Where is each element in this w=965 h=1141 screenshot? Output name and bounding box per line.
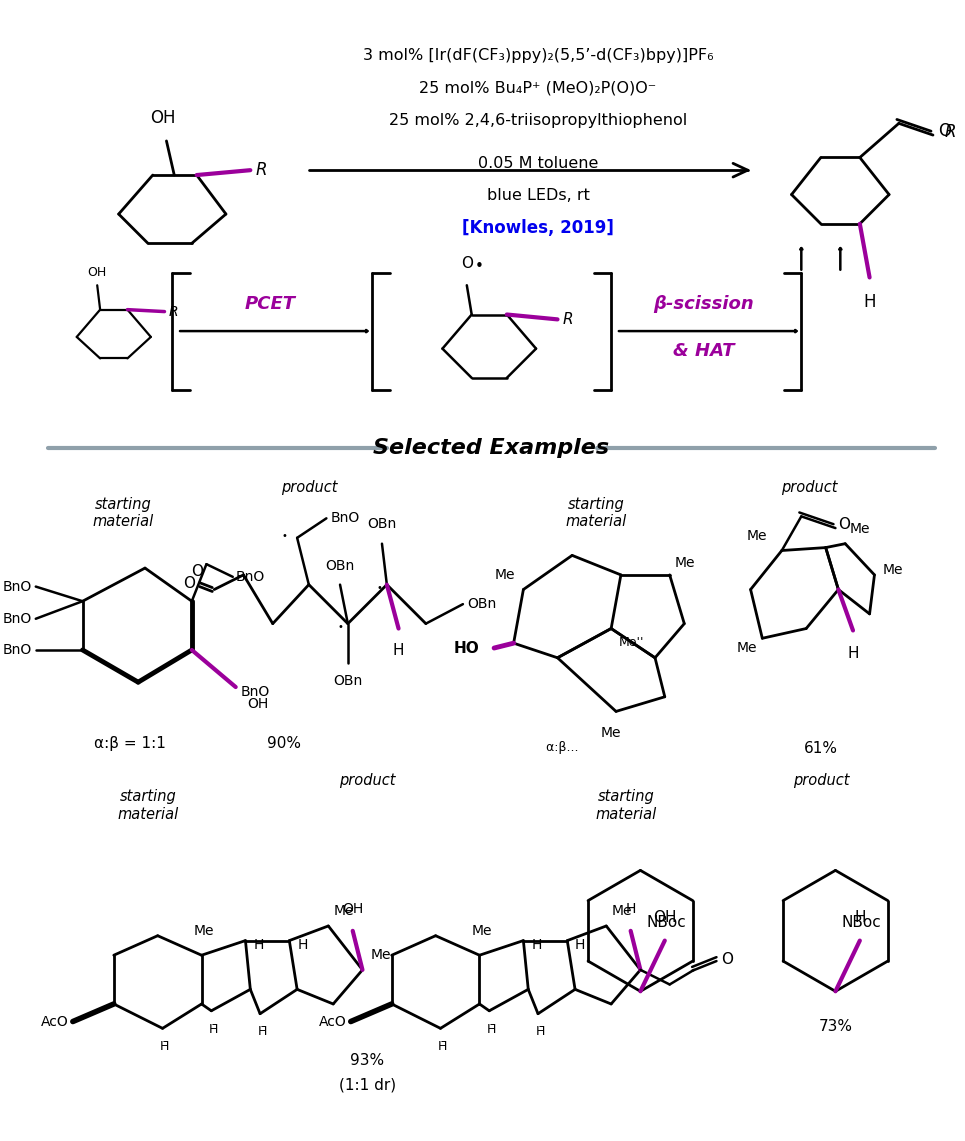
Text: 0.05 M toluene: 0.05 M toluene bbox=[478, 155, 598, 170]
Text: & HAT: & HAT bbox=[673, 341, 734, 359]
Text: Me: Me bbox=[471, 924, 492, 938]
Text: BnO: BnO bbox=[3, 580, 32, 593]
Text: product: product bbox=[792, 772, 849, 787]
Text: R: R bbox=[945, 123, 956, 141]
Text: O: O bbox=[839, 517, 850, 532]
Text: R: R bbox=[563, 311, 573, 326]
Text: HO: HO bbox=[454, 640, 480, 656]
Text: Me: Me bbox=[737, 641, 758, 655]
Text: H̄: H̄ bbox=[258, 1026, 266, 1038]
Text: PCET: PCET bbox=[244, 294, 295, 313]
Text: OBn: OBn bbox=[368, 517, 397, 531]
Text: H: H bbox=[297, 938, 308, 953]
Text: R: R bbox=[255, 161, 266, 179]
Text: BnO: BnO bbox=[3, 644, 32, 657]
Text: O: O bbox=[722, 952, 733, 966]
Text: O: O bbox=[938, 122, 951, 140]
Text: H: H bbox=[625, 903, 636, 916]
Text: •: • bbox=[475, 259, 483, 274]
Text: α:β​...: α:β​... bbox=[546, 741, 579, 754]
Text: Me: Me bbox=[747, 529, 767, 543]
Text: starting
material: starting material bbox=[595, 790, 656, 822]
Text: Me: Me bbox=[611, 904, 632, 919]
Text: β-scission: β-scission bbox=[653, 294, 755, 313]
Text: product: product bbox=[781, 480, 838, 495]
Text: OH: OH bbox=[342, 903, 364, 916]
Text: Me: Me bbox=[882, 563, 902, 577]
Text: 25 mol% Bu₄P⁺ (MeO)₂P(O)O⁻: 25 mol% Bu₄P⁺ (MeO)₂P(O)O⁻ bbox=[420, 81, 656, 96]
Text: BnO: BnO bbox=[330, 511, 360, 525]
Text: H: H bbox=[253, 938, 263, 953]
Text: blue LEDs, rt: blue LEDs, rt bbox=[486, 188, 590, 203]
Text: Me: Me bbox=[193, 924, 214, 938]
Text: Me: Me bbox=[371, 948, 391, 962]
Text: BnO: BnO bbox=[240, 685, 270, 698]
Text: AcO: AcO bbox=[41, 1014, 69, 1028]
Text: starting
material: starting material bbox=[565, 496, 627, 529]
Text: •: • bbox=[337, 622, 343, 632]
Text: OBn: OBn bbox=[333, 674, 363, 688]
Text: BnO: BnO bbox=[235, 569, 265, 584]
Text: H: H bbox=[847, 646, 859, 661]
Text: H̄: H̄ bbox=[160, 1041, 169, 1053]
Text: OH: OH bbox=[88, 266, 107, 280]
Text: AcO: AcO bbox=[319, 1014, 346, 1028]
Text: 73%: 73% bbox=[818, 1019, 852, 1034]
Text: 93%: 93% bbox=[350, 1053, 384, 1068]
Text: O: O bbox=[191, 565, 203, 580]
Text: H: H bbox=[575, 938, 586, 953]
Text: Me: Me bbox=[333, 904, 354, 919]
Text: (1:1 dr): (1:1 dr) bbox=[339, 1077, 396, 1092]
Text: OH: OH bbox=[653, 911, 676, 925]
Text: 3 mol% [Ir(dF(CF₃)ppy)₂(5,5’-d(CF₃)bpy)]PF₆: 3 mol% [Ir(dF(CF₃)ppy)₂(5,5’-d(CF₃)bpy)]… bbox=[363, 48, 713, 63]
Text: H̄: H̄ bbox=[486, 1022, 496, 1036]
Text: NBoc: NBoc bbox=[647, 915, 686, 930]
Text: NBoc: NBoc bbox=[841, 915, 881, 930]
Text: H: H bbox=[854, 911, 866, 925]
Text: OBn: OBn bbox=[325, 559, 355, 573]
Text: 25 mol% 2,4,6-triisopropylthiophenol: 25 mol% 2,4,6-triisopropylthiophenol bbox=[389, 113, 687, 128]
Text: OBn: OBn bbox=[467, 597, 496, 612]
Text: product: product bbox=[339, 772, 396, 787]
Text: starting
material: starting material bbox=[93, 496, 154, 529]
Text: Me: Me bbox=[675, 556, 695, 570]
Text: Selected Examples: Selected Examples bbox=[373, 438, 609, 458]
Text: Me: Me bbox=[495, 568, 515, 582]
Text: Me: Me bbox=[601, 726, 621, 741]
Text: Me'': Me'' bbox=[619, 637, 645, 649]
Text: •: • bbox=[282, 531, 288, 541]
Text: H̄: H̄ bbox=[536, 1026, 544, 1038]
Text: α:β = 1:1: α:β = 1:1 bbox=[95, 736, 166, 751]
Text: H: H bbox=[531, 938, 541, 953]
Text: O: O bbox=[182, 576, 195, 591]
Text: starting
material: starting material bbox=[118, 790, 179, 822]
Text: R: R bbox=[169, 305, 178, 318]
Text: 61%: 61% bbox=[804, 741, 838, 755]
Text: H: H bbox=[864, 293, 876, 310]
Text: H̄: H̄ bbox=[208, 1022, 218, 1036]
Text: OH: OH bbox=[247, 697, 268, 712]
Text: O: O bbox=[461, 257, 473, 272]
Text: •: • bbox=[376, 583, 382, 592]
Text: product: product bbox=[281, 480, 337, 495]
Text: H̄: H̄ bbox=[438, 1041, 447, 1053]
Text: BnO: BnO bbox=[3, 612, 32, 625]
Text: 90%: 90% bbox=[267, 736, 301, 751]
Text: Me: Me bbox=[850, 521, 870, 536]
Text: OH: OH bbox=[150, 110, 176, 128]
Text: H: H bbox=[393, 644, 404, 658]
Text: [Knowles, 2019]: [Knowles, 2019] bbox=[462, 219, 614, 237]
